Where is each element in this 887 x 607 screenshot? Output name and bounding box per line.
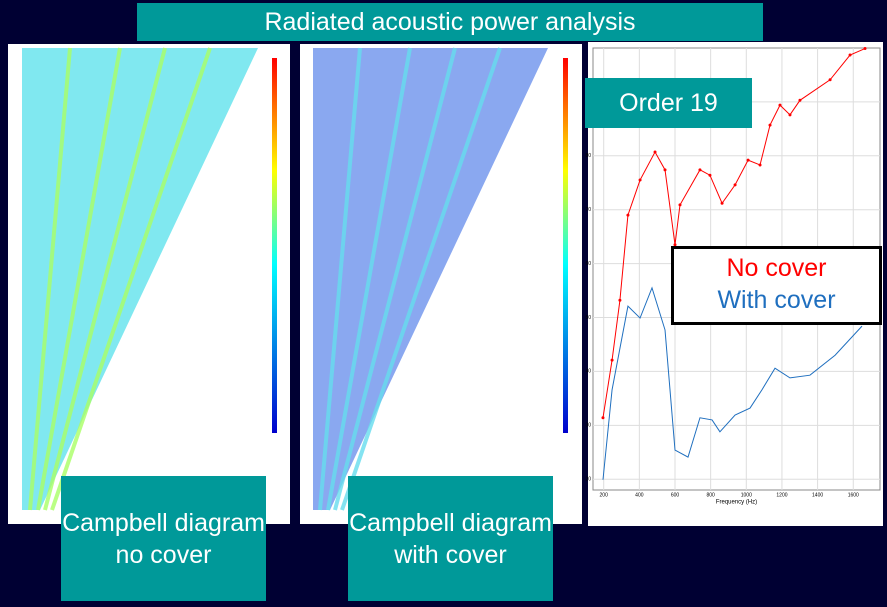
point <box>610 358 614 362</box>
x-tick-label: 1200 <box>776 492 787 498</box>
x-tick-label: 1400 <box>812 492 823 498</box>
x-tick-label: 600 <box>671 492 680 498</box>
y-tick-label: 30 <box>585 423 591 429</box>
x-tick-label: 200 <box>600 492 609 498</box>
legend-entry: With cover <box>717 286 836 314</box>
point <box>788 113 792 117</box>
point <box>848 53 852 57</box>
point <box>863 47 867 51</box>
y-tick-label: 80 <box>585 153 591 159</box>
x-tick-label: 400 <box>635 492 644 498</box>
point <box>733 183 737 187</box>
point <box>601 416 605 420</box>
point <box>828 78 832 82</box>
point <box>768 123 772 127</box>
series-line <box>602 48 866 418</box>
point <box>778 103 782 107</box>
y-tick-label: 40 <box>585 369 591 375</box>
chart-title: Order 19 <box>585 78 752 128</box>
point <box>708 173 712 177</box>
point <box>653 150 657 154</box>
x-tick-label: 1600 <box>848 492 859 498</box>
y-tick-label: 50 <box>585 315 591 321</box>
slide-title: Radiated acoustic power analysis <box>137 3 763 41</box>
x-tick-label: 800 <box>706 492 715 498</box>
campbell-area <box>313 48 548 510</box>
point <box>678 203 682 207</box>
point <box>720 201 724 205</box>
campbell-area <box>22 48 258 510</box>
legend-entry: No cover <box>726 254 827 282</box>
point <box>746 158 750 162</box>
y-tick-label: 70 <box>585 207 591 213</box>
point <box>758 163 762 167</box>
y-tick-label: 20 <box>585 477 591 483</box>
point <box>618 298 622 302</box>
point <box>626 213 630 217</box>
point <box>638 178 642 182</box>
campbell-orders <box>28 47 212 511</box>
y-tick-label: 60 <box>585 261 591 267</box>
point <box>673 243 677 247</box>
point <box>798 98 802 102</box>
colorbar <box>563 58 568 433</box>
point <box>663 168 667 172</box>
colorbar <box>272 58 277 433</box>
series-line <box>602 286 863 480</box>
campbell-orders <box>318 47 502 511</box>
campbell-label: Campbell diagram no cover <box>61 476 266 601</box>
x-tick-label: 1000 <box>741 492 752 498</box>
point <box>698 168 702 172</box>
campbell-label: Campbell diagram with cover <box>348 476 553 601</box>
x-axis-label: Frequency (Hz) <box>716 500 757 506</box>
legend: No cover With cover <box>671 246 882 325</box>
